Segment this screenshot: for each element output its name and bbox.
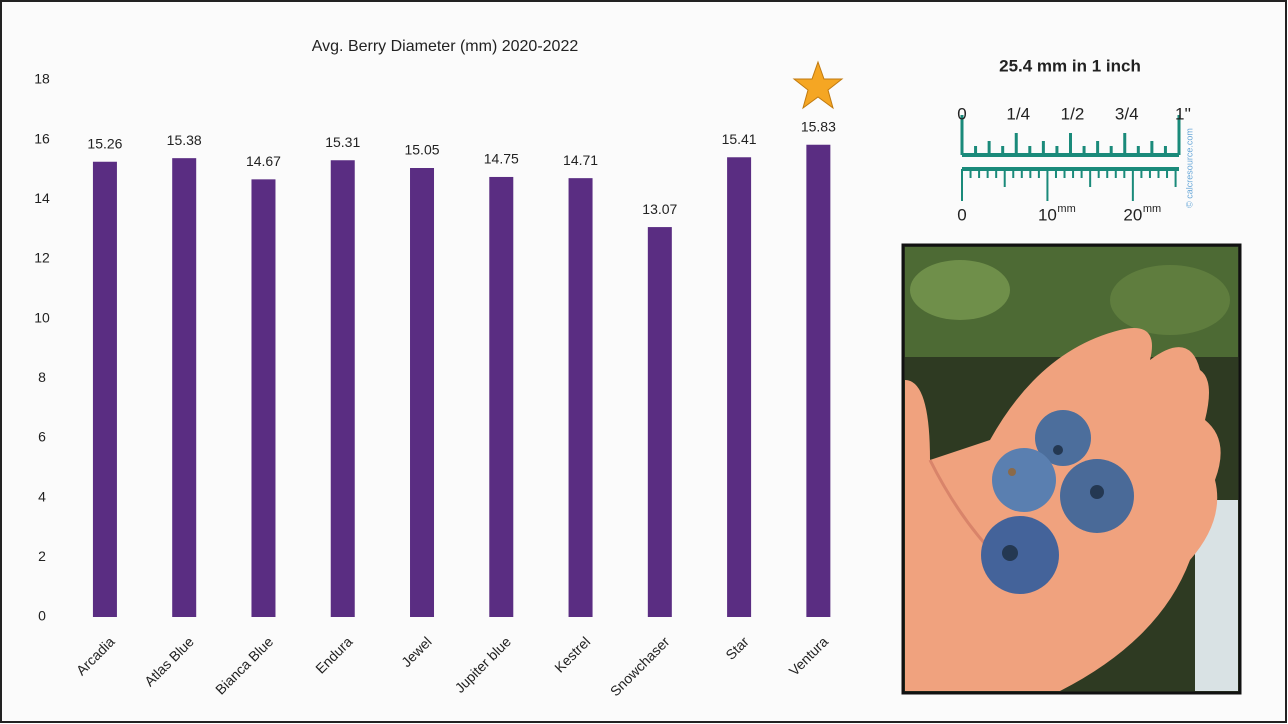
y-tick-label: 16 xyxy=(34,130,50,146)
ruler-tick xyxy=(1063,169,1066,178)
ruler-tick xyxy=(1096,141,1100,155)
bar xyxy=(251,179,276,617)
photo xyxy=(901,243,1242,695)
ruler-tick xyxy=(1163,146,1167,155)
ruler-tick xyxy=(961,169,963,201)
chart-title: Avg. Berry Diameter (mm) 2020-2022 xyxy=(312,38,579,55)
data-label: 15.38 xyxy=(167,132,202,148)
ruler-tick xyxy=(960,115,964,155)
ruler-tick xyxy=(1080,169,1083,178)
data-label: 15.05 xyxy=(404,142,439,158)
ruler-tick xyxy=(987,141,991,155)
y-tick-label: 6 xyxy=(38,429,46,445)
mm-label: 20 xyxy=(1123,205,1142,224)
bar xyxy=(727,157,752,618)
ruler-tick xyxy=(1001,146,1005,155)
ruler-tick xyxy=(1089,169,1092,187)
y-tick-label: 2 xyxy=(38,548,46,564)
ruler-tick xyxy=(1131,169,1134,201)
ruler-tick xyxy=(1072,169,1075,178)
mm-unit: mm xyxy=(1143,203,1161,215)
star-icon xyxy=(792,60,844,110)
ruler-tick xyxy=(969,169,972,178)
ruler-tick xyxy=(1041,141,1045,155)
data-label: 15.41 xyxy=(722,131,757,147)
bar xyxy=(172,158,197,617)
bar xyxy=(806,144,831,617)
data-label: 15.31 xyxy=(325,134,360,150)
ruler-tick xyxy=(995,169,998,178)
data-label: 14.71 xyxy=(563,152,598,168)
ruler-tick xyxy=(1114,169,1117,178)
ruler-tick xyxy=(1123,169,1126,178)
mm-label: 10 xyxy=(1038,205,1057,224)
ruler-tick xyxy=(1106,169,1109,178)
y-tick-label: 18 xyxy=(34,71,50,87)
ruler-tick xyxy=(1082,146,1086,155)
ruler-tick xyxy=(1097,169,1100,178)
data-label: 14.75 xyxy=(484,151,519,167)
data-label: 13.07 xyxy=(642,201,677,217)
ruler-tick xyxy=(1012,169,1015,178)
data-label: 15.83 xyxy=(801,118,836,134)
inch-label: 1/2 xyxy=(1061,104,1085,123)
ruler-tick xyxy=(1140,169,1143,178)
ruler-tick xyxy=(1166,169,1169,178)
ruler-tick xyxy=(1054,169,1057,178)
y-tick-label: 4 xyxy=(38,488,46,504)
inch-label: 1'' xyxy=(1175,104,1191,123)
ruler-tick xyxy=(1003,169,1006,187)
ruler-tick xyxy=(1157,169,1160,178)
inch-label: 3/4 xyxy=(1115,104,1139,123)
ruler-credit: © calcresource.com xyxy=(1184,128,1194,208)
bar xyxy=(92,161,117,617)
bar xyxy=(410,168,435,617)
ruler-bar xyxy=(962,167,1179,171)
inch-label: 0 xyxy=(957,104,966,123)
y-tick-label: 0 xyxy=(38,608,46,624)
ruler-tick xyxy=(1055,146,1059,155)
ruler-tick xyxy=(1109,146,1113,155)
bar xyxy=(568,178,593,617)
bar xyxy=(330,160,355,618)
ruler-tick xyxy=(1020,169,1023,178)
bar xyxy=(489,176,514,618)
ruler-tick xyxy=(1150,141,1154,155)
bar xyxy=(647,227,672,617)
ruler-tick xyxy=(986,169,989,178)
ruler-tick xyxy=(1014,133,1018,155)
ruler-tick xyxy=(1069,133,1072,155)
mm-unit: mm xyxy=(1057,203,1075,215)
ruler-tick xyxy=(1136,146,1140,155)
ruler-tick xyxy=(1174,169,1177,187)
ruler-tick xyxy=(1123,133,1127,155)
ruler-tick xyxy=(974,146,978,155)
ruler-tick xyxy=(1028,146,1032,155)
ruler-tick xyxy=(1029,169,1032,178)
inch-label: 1/4 xyxy=(1006,104,1030,123)
ruler-tick xyxy=(1046,169,1049,201)
y-tick-label: 8 xyxy=(38,369,46,385)
mm-label: 0 xyxy=(957,205,966,224)
data-label: 14.67 xyxy=(246,153,281,169)
data-label: 15.26 xyxy=(87,135,122,151)
y-tick-label: 14 xyxy=(34,190,50,206)
y-tick-label: 10 xyxy=(34,309,50,325)
ruler: 25.4 mm in 1 inch © calcresource.com 0 1/… xyxy=(957,56,1194,224)
ruler-tick xyxy=(1148,169,1151,178)
ruler-title: 25.4 mm in 1 inch xyxy=(999,56,1141,75)
ruler-tick xyxy=(1037,169,1040,178)
ruler-tick xyxy=(1177,115,1181,155)
ruler-tick xyxy=(978,169,981,178)
y-tick-label: 12 xyxy=(34,250,50,266)
